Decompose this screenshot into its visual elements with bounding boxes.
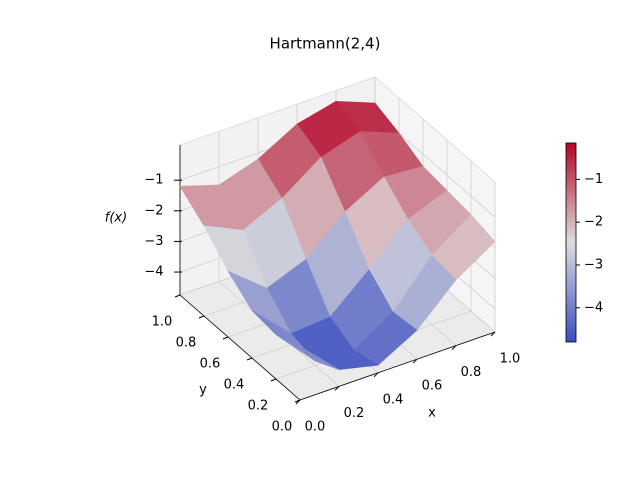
x-tick-label: 0.6 xyxy=(422,379,443,394)
y-tick xyxy=(294,399,301,403)
y-tick xyxy=(222,336,229,340)
x-tick-label: 0.8 xyxy=(461,365,482,380)
x-tick-label: 0.0 xyxy=(305,420,326,435)
z-axis-label: f(x) xyxy=(105,211,127,226)
x-tick xyxy=(451,345,457,350)
chart-title: Hartmann(2,4) xyxy=(270,35,381,53)
z-tick-label: −2 xyxy=(144,203,163,218)
y-tick-label: 0.8 xyxy=(176,336,197,351)
y-tick-label: 0.4 xyxy=(224,378,245,393)
colorbar-tick-label: −3 xyxy=(584,257,603,272)
z-tick-label: −4 xyxy=(144,265,163,280)
colorbar-tick-label: −4 xyxy=(584,300,603,315)
colorbar xyxy=(565,142,577,343)
y-tick xyxy=(198,315,205,319)
x-tick-label: 1.0 xyxy=(500,352,521,367)
surface-cell xyxy=(275,334,340,370)
axis-line xyxy=(179,294,301,401)
y-tick xyxy=(174,294,181,298)
y-tick xyxy=(270,378,277,382)
y-tick xyxy=(246,357,253,361)
y-tick-label: 1.0 xyxy=(152,315,173,330)
axis-line xyxy=(299,331,496,401)
y-tick-label: 0.0 xyxy=(272,420,293,435)
x-axis-label: x xyxy=(428,406,436,421)
x-tick-label: 0.4 xyxy=(383,392,404,407)
y-axis-label: y xyxy=(199,383,207,398)
x-tick xyxy=(373,372,379,378)
y-tick-label: 0.6 xyxy=(200,357,221,372)
x-tick xyxy=(334,386,340,391)
y-tick-label: 0.2 xyxy=(248,399,269,414)
colorbar-tick-label: −1 xyxy=(584,172,603,187)
z-tick-label: −3 xyxy=(144,234,163,249)
colorbar-tick-label: −2 xyxy=(584,215,603,230)
x-tick-label: 0.2 xyxy=(344,406,365,421)
x-tick xyxy=(412,358,418,364)
z-tick-label: −1 xyxy=(144,173,163,188)
x-tick xyxy=(490,331,496,337)
